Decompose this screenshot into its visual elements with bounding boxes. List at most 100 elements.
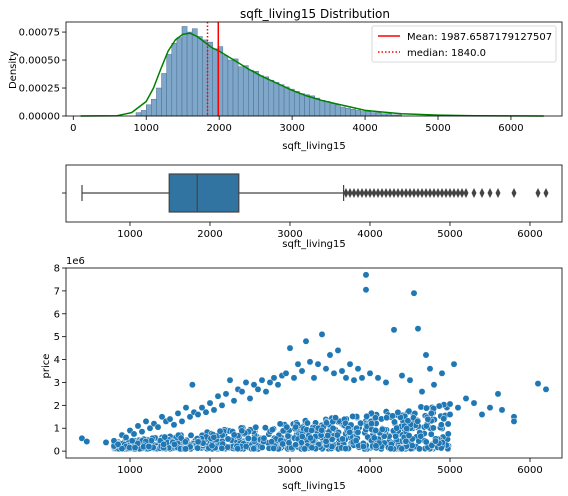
scatter-cloud-point bbox=[260, 434, 268, 442]
scatter-cloud-point bbox=[194, 438, 202, 446]
scatter-point bbox=[542, 385, 550, 393]
scatter-point bbox=[83, 438, 91, 445]
histogram-bar bbox=[263, 76, 270, 117]
scatter-cloud-point bbox=[359, 442, 367, 450]
scatter-point bbox=[446, 411, 454, 418]
boxplot-xticks: 1000 2000 3000 4000 5000 6000 bbox=[117, 222, 543, 240]
histogram-xtick-label: 3000 bbox=[279, 123, 304, 134]
scatter-cloud-point bbox=[391, 418, 398, 426]
scatter-yticks: 0 1 2 3 4 5 6 7 8 bbox=[54, 264, 66, 458]
scatter-point bbox=[322, 365, 330, 373]
histogram-ytick-label: 0.00000 bbox=[19, 112, 60, 123]
scatter-point bbox=[338, 367, 346, 375]
scatter-cloud-point bbox=[405, 407, 413, 415]
histogram-bar bbox=[314, 97, 321, 117]
boxplot-outlier bbox=[511, 188, 517, 198]
histogram-ytick-label: 0.00025 bbox=[19, 84, 60, 95]
histogram-bar bbox=[355, 110, 361, 117]
scatter-point bbox=[210, 406, 218, 414]
scatter-cloud-point bbox=[216, 427, 224, 435]
histogram-bar bbox=[176, 37, 183, 117]
scatter-cloud-point bbox=[394, 408, 402, 416]
scatter-cloud-point bbox=[387, 445, 395, 453]
histogram-bar bbox=[278, 84, 285, 117]
boxplot-outlier bbox=[535, 188, 541, 198]
boxplot-outlier bbox=[347, 188, 353, 198]
scatter-cloud-point bbox=[194, 444, 202, 452]
scatter-cloud-point bbox=[268, 438, 276, 446]
scatter-point bbox=[282, 369, 290, 377]
histogram-bar bbox=[329, 103, 336, 117]
scatter-point bbox=[362, 271, 370, 279]
boxplot-xtick-label: 2000 bbox=[197, 229, 222, 240]
scatter-point bbox=[346, 360, 354, 368]
legend: Mean: 1987.6587179127507 median: 1840.0 bbox=[371, 25, 557, 63]
boxplot-outlier bbox=[455, 188, 461, 198]
scatter-cloud-point bbox=[370, 434, 378, 442]
boxplot-xlabel: sqft_living15 bbox=[282, 239, 346, 250]
boxplot-outlier bbox=[371, 188, 377, 198]
scatter-point bbox=[102, 438, 110, 446]
scatter-cloud-point bbox=[177, 434, 185, 442]
scatter-cloud-point bbox=[147, 437, 155, 445]
scatter-point bbox=[362, 286, 370, 294]
boxplot-outlier bbox=[367, 188, 373, 198]
boxplot-outlier bbox=[391, 188, 397, 198]
histogram-xlabel: sqft_living15 bbox=[282, 141, 346, 152]
scatter-cloud-point bbox=[444, 430, 452, 438]
scatter-cloud-point bbox=[234, 445, 242, 453]
scatter-cloud-point bbox=[346, 428, 354, 436]
scatter-cloud-point bbox=[363, 412, 371, 420]
scatter-point bbox=[354, 365, 362, 373]
scatter-point bbox=[142, 417, 150, 425]
histogram-bar bbox=[360, 111, 367, 117]
scatter-cloud-point bbox=[408, 442, 416, 450]
scatter-cloud-point bbox=[270, 444, 278, 452]
scatter-point bbox=[238, 388, 246, 396]
boxplot-xtick-label: 5000 bbox=[437, 229, 462, 240]
boxplot-xtick-label: 1000 bbox=[117, 229, 142, 240]
histogram-bar bbox=[334, 104, 341, 117]
histogram-bar bbox=[202, 39, 208, 117]
histogram-bar bbox=[140, 110, 147, 117]
scatter-cloud-point bbox=[279, 440, 287, 448]
scatter-cloud-point bbox=[230, 431, 238, 439]
histogram-bar bbox=[135, 112, 142, 117]
histogram-bar bbox=[171, 43, 178, 117]
scatter-point bbox=[246, 395, 254, 402]
scatter-point bbox=[330, 369, 338, 377]
scatter-xticks: 1000 2000 3000 4000 5000 6000 bbox=[117, 458, 543, 476]
scatter-ytick-label: 2 bbox=[54, 401, 60, 412]
scatter-cloud-point bbox=[218, 444, 226, 452]
kde-curve-group bbox=[80, 32, 544, 117]
scatter-density-cloud bbox=[110, 400, 454, 453]
histogram-bar bbox=[273, 82, 280, 117]
boxplot-outlier bbox=[447, 188, 453, 198]
scatter-cloud-point bbox=[392, 432, 400, 440]
histogram-bar bbox=[288, 88, 295, 117]
boxplot-outlier bbox=[443, 188, 449, 198]
scatter-point bbox=[318, 330, 326, 338]
scatter-point bbox=[410, 289, 418, 297]
scatter-ytick-label: 6 bbox=[54, 309, 60, 320]
scatter-ytick-label: 3 bbox=[54, 378, 60, 389]
boxplot-outlier bbox=[403, 188, 409, 198]
scatter-ytick-label: 4 bbox=[54, 355, 60, 366]
histogram-bar bbox=[350, 109, 356, 117]
histogram-bar bbox=[258, 75, 264, 117]
scatter-point bbox=[290, 374, 298, 382]
scatter-point bbox=[174, 409, 182, 417]
scatter-point bbox=[450, 360, 458, 368]
histogram-bar bbox=[232, 58, 239, 117]
boxplot-outlier bbox=[463, 188, 469, 198]
scatter-point bbox=[382, 379, 390, 386]
scatter-cloud-point bbox=[417, 432, 425, 440]
scatter-point bbox=[454, 404, 462, 412]
kde-line bbox=[80, 32, 544, 117]
histogram-bar bbox=[375, 112, 382, 117]
histogram-xtick-label: 0 bbox=[70, 123, 76, 134]
histogram-ytick-label: 0.00075 bbox=[19, 28, 60, 39]
scatter-point bbox=[406, 376, 414, 384]
scatter-cloud-point bbox=[210, 433, 218, 441]
